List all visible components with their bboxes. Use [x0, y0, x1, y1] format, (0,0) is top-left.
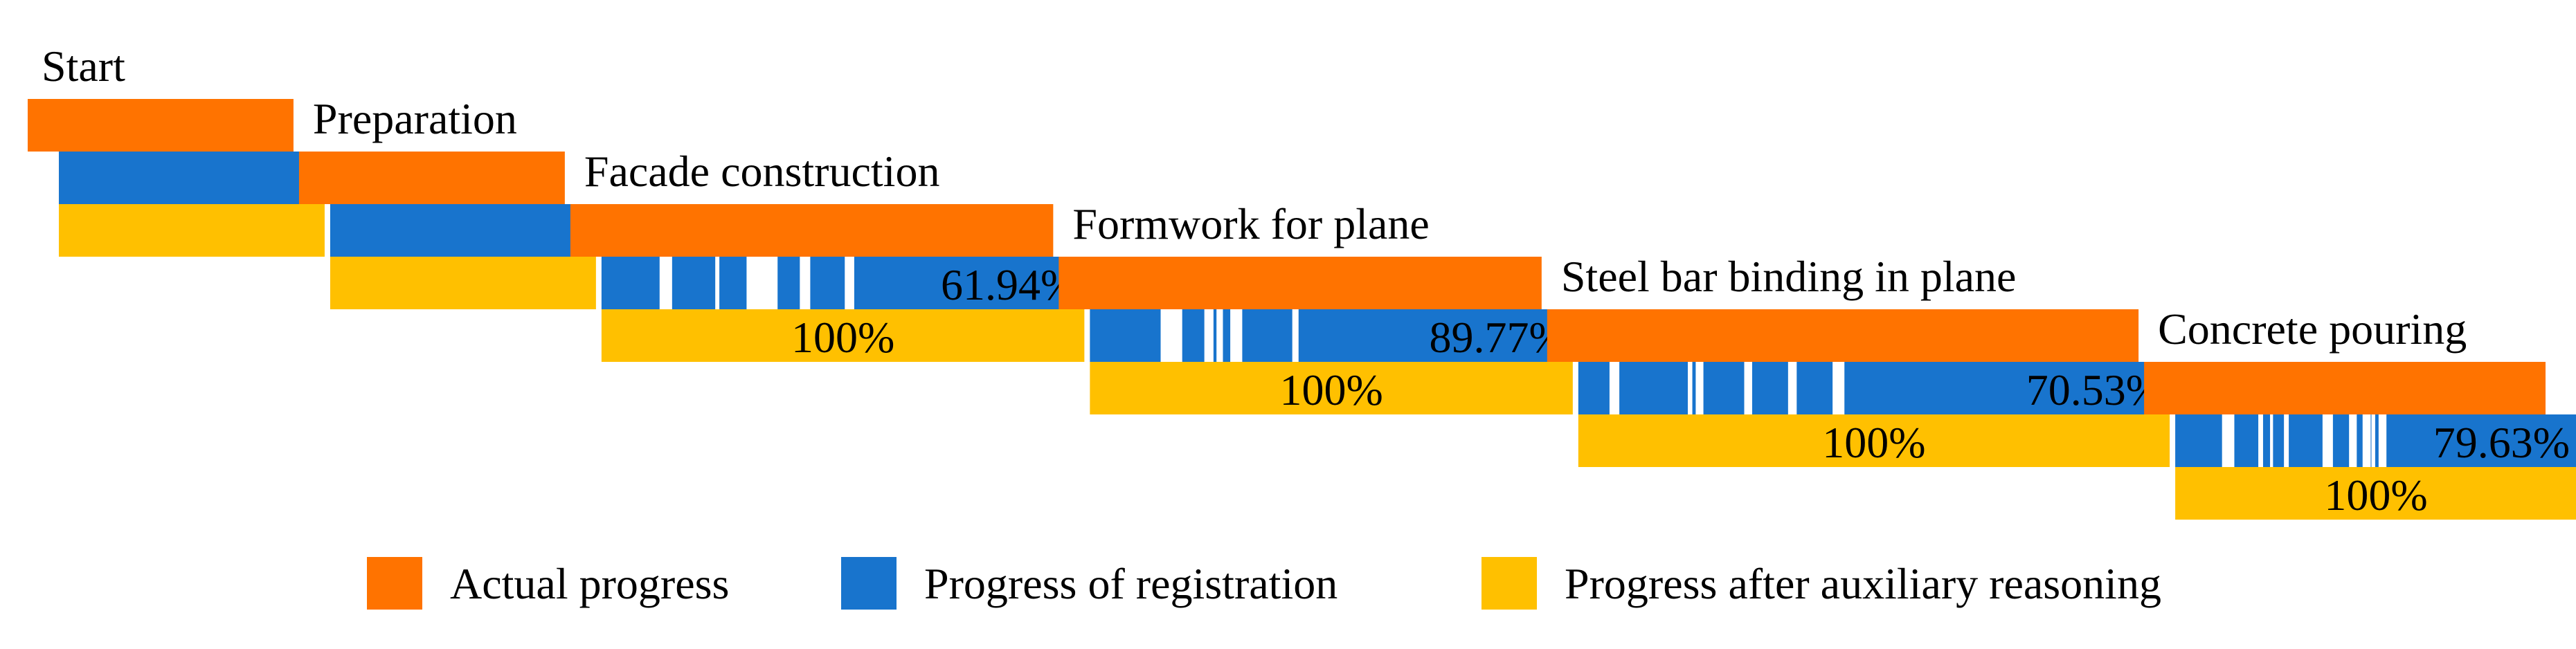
registration-gap	[1688, 362, 1693, 414]
bar-registration	[1578, 362, 2170, 414]
task-label: Preparation	[313, 94, 517, 143]
registration-gap	[665, 257, 672, 309]
registration-gap	[1835, 362, 1843, 414]
task-group: Preparation	[298, 94, 596, 309]
legend-swatch-actual	[367, 557, 422, 610]
registration-gap	[1160, 309, 1173, 362]
bar-registration	[330, 204, 596, 257]
bar-actual	[28, 99, 294, 152]
registration-gap	[1204, 309, 1214, 362]
task-group: Facade construction 61.94% 100%	[570, 147, 1085, 362]
registration-gap	[2371, 414, 2375, 467]
bar-registration	[2175, 414, 2576, 467]
legend-label-auxiliary: Progress after auxiliary reasoning	[1565, 559, 2161, 608]
legend: Actual progress Progress of registration P…	[367, 557, 2161, 610]
bar-auxiliary	[330, 257, 596, 309]
auxiliary-percent-label: 100%	[1822, 418, 1925, 467]
bar-auxiliary	[59, 204, 325, 257]
registration-gap	[746, 257, 753, 309]
bar-auxiliary	[601, 309, 1085, 362]
task-group: Start	[28, 42, 325, 257]
registration-percent-label: 70.53%	[2026, 365, 2163, 414]
registration-gap	[1216, 309, 1223, 362]
registration-gap	[715, 257, 720, 309]
task-group: Formwork for plane 89.77% 100%	[1059, 199, 1573, 414]
registration-percent-label: 89.77%	[1430, 313, 1566, 362]
bar-auxiliary	[2175, 467, 2576, 520]
registration-gap	[1609, 362, 1620, 414]
registration-gap	[1230, 309, 1243, 362]
registration-gap	[2284, 414, 2289, 467]
bar-actual	[2144, 362, 2546, 414]
registration-gap	[2258, 414, 2263, 467]
bar-registration	[601, 257, 1085, 309]
registration-gap	[2270, 414, 2273, 467]
auxiliary-percent-label: 100%	[2324, 470, 2427, 520]
legend-label-actual: Actual progress	[450, 559, 729, 608]
bar-auxiliary	[1578, 414, 2170, 467]
bar-registration	[59, 152, 325, 204]
task-label: Start	[42, 42, 125, 91]
task-label: Steel bar binding in plane	[1561, 252, 2017, 301]
bar-actual	[570, 204, 1054, 257]
task-label: Concrete pouring	[2158, 304, 2467, 354]
registration-gap	[2222, 414, 2235, 467]
legend-swatch-registration	[841, 557, 897, 610]
task-label: Formwork for plane	[1072, 199, 1429, 248]
registration-gap	[2378, 414, 2387, 467]
auxiliary-percent-label: 100%	[791, 313, 894, 362]
registration-gap	[753, 257, 766, 309]
legend-label-registration: Progress of registration	[924, 559, 1337, 608]
registration-percent-label: 61.94%	[941, 260, 1077, 309]
legend-swatch-auxiliary	[1481, 557, 1537, 610]
registration-gap	[767, 257, 778, 309]
registration-gap	[845, 257, 854, 309]
auxiliary-percent-label: 100%	[1279, 365, 1382, 414]
registration-gap	[802, 257, 809, 309]
registration-gap	[1744, 362, 1752, 414]
bar-actual	[298, 152, 565, 204]
bar-actual	[1059, 257, 1542, 309]
task-label: Facade construction	[584, 147, 940, 196]
registration-percent-label: 79.63%	[2433, 418, 2570, 467]
registration-gap	[1170, 309, 1182, 362]
task-group: Steel bar binding in plane 70.53% 100%	[1547, 252, 2170, 467]
registration-gap	[1787, 362, 1797, 414]
registration-gap	[1697, 362, 1704, 414]
registration-gap	[2349, 414, 2357, 467]
bar-auxiliary	[1090, 362, 1573, 414]
bar-actual	[1547, 309, 2139, 362]
registration-gap	[2322, 414, 2333, 467]
registration-gap	[1292, 309, 1299, 362]
task-group: Concrete pouring 79.63%100%	[2144, 304, 2576, 520]
registration-gap	[2362, 414, 2371, 467]
